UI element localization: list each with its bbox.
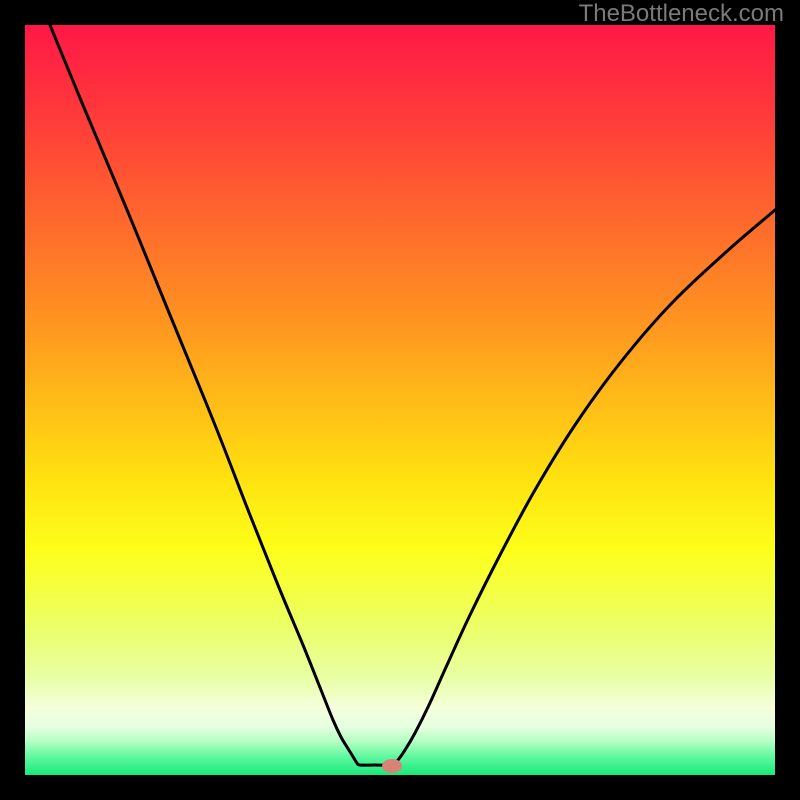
plot-area (25, 25, 775, 775)
curve-overlay (25, 25, 775, 775)
bottleneck-curve (50, 25, 775, 765)
chart-frame: TheBottleneck.com (0, 0, 800, 800)
watermark-text: TheBottleneck.com (579, 0, 784, 28)
optimal-point-marker (382, 759, 402, 773)
